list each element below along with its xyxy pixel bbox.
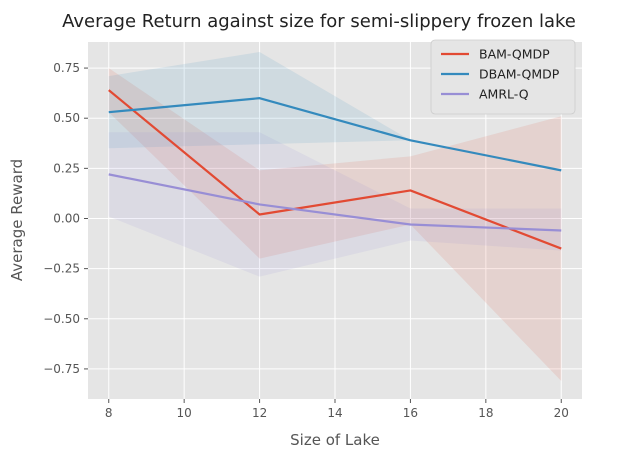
x-tick-label: 20 <box>554 406 569 420</box>
y-axis-label: Average Reward <box>8 159 26 281</box>
legend-box <box>430 39 576 115</box>
x-tick-label: 10 <box>177 406 192 420</box>
confidence-band <box>108 68 562 381</box>
confidence-band <box>108 52 562 171</box>
confidence-band <box>108 132 562 277</box>
legend: BAM-QMDP DBAM-QMDP AMRL-Q <box>430 39 576 115</box>
x-axis-label: Size of Lake <box>290 431 380 449</box>
y-tick-label: −0.50 <box>43 312 80 326</box>
series-line <box>108 89 562 250</box>
grid-lines <box>88 42 582 399</box>
y-axis-ticks: −0.75 −0.50 −0.25 0.00 0.25 0.50 0.75 <box>43 61 88 376</box>
series-lines <box>108 89 562 250</box>
x-tick-label: 14 <box>327 406 342 420</box>
legend-label: DBAM-QMDP <box>479 67 560 82</box>
x-tick-label: 16 <box>403 406 418 420</box>
y-tick-label: 0.25 <box>53 161 80 175</box>
legend-label: BAM-QMDP <box>479 47 550 62</box>
x-axis-ticks: 8 10 12 14 16 18 20 <box>105 399 569 420</box>
chart-title: Average Return against size for semi-sli… <box>62 11 576 32</box>
y-tick-label: 0.75 <box>53 61 80 75</box>
x-tick-label: 18 <box>478 406 493 420</box>
x-tick-label: 12 <box>252 406 267 420</box>
legend-label: AMRL-Q <box>479 87 529 102</box>
series-line <box>108 97 562 172</box>
x-tick-label: 8 <box>105 406 113 420</box>
series-line <box>108 173 562 232</box>
y-tick-label: −0.75 <box>43 362 80 376</box>
confidence-bands <box>108 52 562 381</box>
y-tick-label: 0.00 <box>53 211 80 225</box>
y-tick-label: −0.25 <box>43 262 80 276</box>
y-tick-label: 0.50 <box>53 111 80 125</box>
